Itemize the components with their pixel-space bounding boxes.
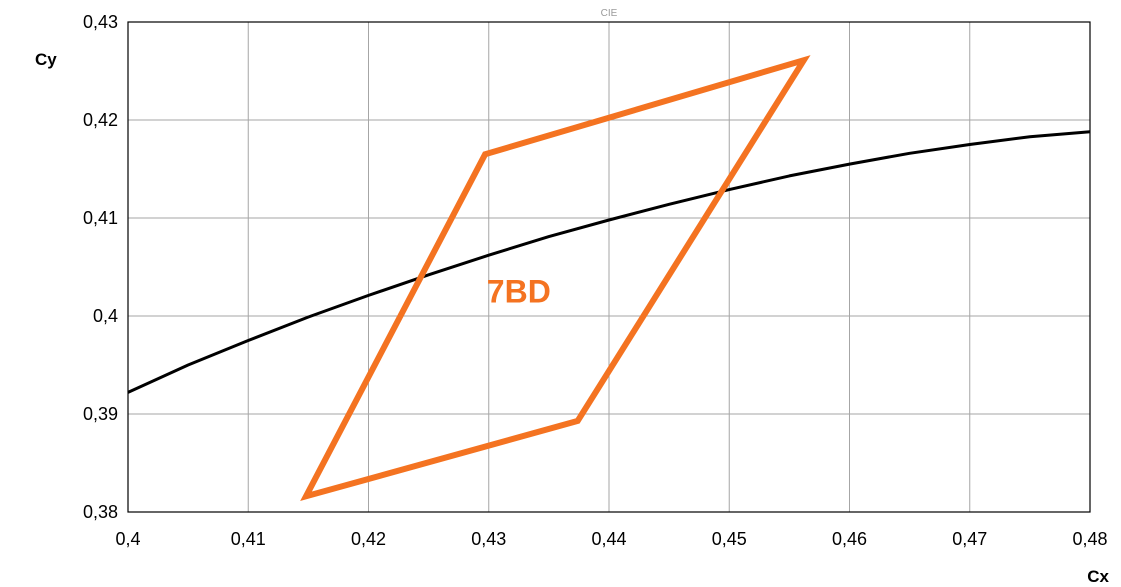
y-tick-label: 0,42 [83,110,118,130]
y-tick-label: 0,43 [83,12,118,32]
y-tick-label: 0,4 [93,306,118,326]
x-axis-tick-labels: 0,4 0,41 0,42 0,43 0,44 0,45 0,46 0,47 0,48 [115,529,1107,549]
series-layer [127,55,1091,502]
x-tick-label: 0,44 [591,529,626,549]
x-tick-label: 0,42 [351,529,386,549]
x-tick-label: 0,47 [952,529,987,549]
x-tick-label: 0,45 [712,529,747,549]
x-tick-label: 0,46 [832,529,867,549]
y-tick-label: 0,39 [83,404,118,424]
y-axis-tick-labels: 0,38 0,39 0,4 0,41 0,42 0,43 [83,12,118,522]
region-label-7bd: 7BD [487,274,551,310]
y-tick-label: 0,38 [83,502,118,522]
plot-area-frame [127,21,1091,513]
x-tick-label: 0,48 [1072,529,1107,549]
x-tick-label: 0,43 [471,529,506,549]
y-tick-label: 0,41 [83,208,118,228]
y-axis-title: Cy [35,50,57,69]
x-axis-title: Cx [1087,567,1109,586]
chart-title: CIE [601,8,618,19]
planckian-locus-curve [127,130,1091,394]
x-tick-label: 0,4 [115,529,140,549]
region-outline-7bd [300,55,811,502]
annotation-layer: 7BD [487,274,551,310]
x-tick-label: 0,41 [231,529,266,549]
